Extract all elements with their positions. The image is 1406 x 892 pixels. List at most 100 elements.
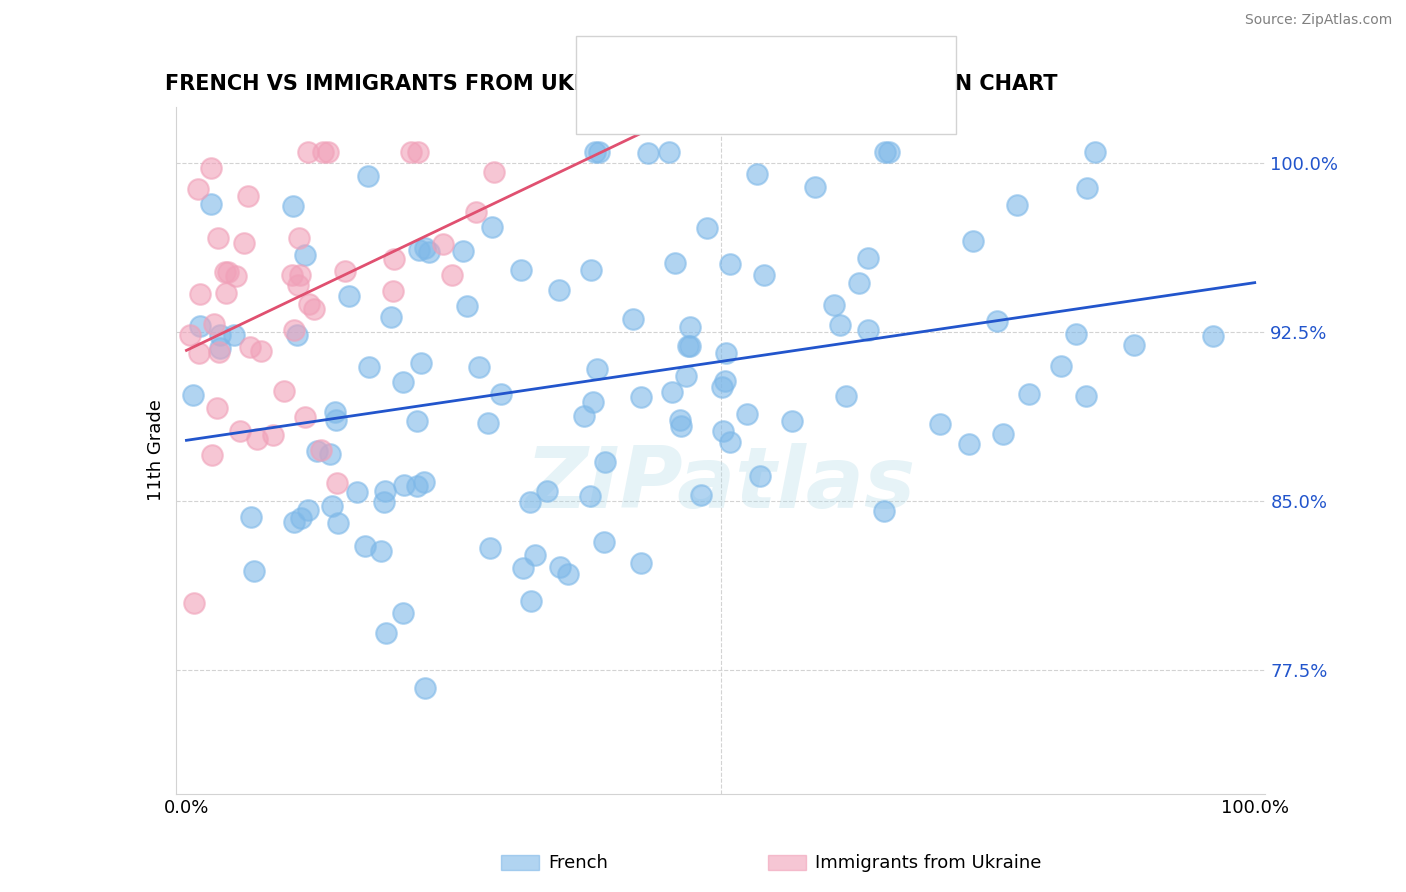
- Point: [359, 359, 381, 374]
- Point: [713, 374, 735, 388]
- Point: [217, 265, 239, 279]
- Point: [856, 251, 879, 265]
- Point: [678, 339, 700, 353]
- Point: [405, 413, 427, 427]
- Point: [409, 356, 432, 370]
- Point: [250, 344, 273, 359]
- Bar: [501, 855, 540, 871]
- Point: [690, 488, 713, 502]
- Text: Source: ZipAtlas.com: Source: ZipAtlas.com: [1244, 13, 1392, 28]
- Point: [391, 606, 413, 620]
- Point: [333, 264, 356, 278]
- Point: [536, 483, 558, 498]
- Point: [374, 484, 396, 499]
- Point: [479, 541, 502, 555]
- Point: [188, 345, 211, 359]
- Point: [593, 535, 616, 549]
- Point: [201, 448, 224, 462]
- Point: [200, 161, 222, 175]
- Point: [316, 145, 339, 159]
- Point: [823, 297, 845, 311]
- Point: [675, 368, 697, 383]
- Point: [373, 494, 395, 508]
- Point: [370, 544, 392, 558]
- Point: [873, 145, 896, 159]
- Point: [441, 268, 464, 282]
- Point: [242, 564, 264, 578]
- Point: [1074, 389, 1097, 403]
- Point: [215, 285, 238, 300]
- Point: [283, 323, 305, 337]
- Point: [405, 479, 427, 493]
- Point: [225, 268, 247, 283]
- Point: [297, 503, 319, 517]
- Point: [572, 409, 595, 423]
- Point: [290, 510, 312, 524]
- Text: N = 45: N = 45: [801, 98, 869, 116]
- Text: R = 0.364: R = 0.364: [636, 98, 734, 116]
- Point: [208, 344, 231, 359]
- Point: [630, 556, 652, 570]
- Point: [432, 237, 454, 252]
- Y-axis label: 11th Grade: 11th Grade: [146, 400, 165, 501]
- Point: [679, 319, 702, 334]
- Point: [711, 424, 734, 438]
- Point: [477, 416, 499, 430]
- Point: [669, 418, 692, 433]
- Point: [179, 328, 201, 343]
- Point: [298, 297, 321, 311]
- Point: [1076, 181, 1098, 195]
- Point: [664, 256, 686, 270]
- Point: [418, 244, 440, 259]
- Point: [548, 283, 571, 297]
- Point: [630, 390, 652, 404]
- Point: [181, 387, 204, 401]
- Text: R = 0.210: R = 0.210: [636, 55, 734, 73]
- Point: [835, 389, 858, 403]
- Point: [401, 145, 423, 159]
- Point: [523, 548, 546, 562]
- Point: [392, 375, 415, 389]
- Point: [582, 394, 605, 409]
- Point: [319, 447, 342, 461]
- Point: [283, 515, 305, 529]
- Point: [595, 455, 617, 469]
- Point: [288, 268, 311, 282]
- Point: [1049, 359, 1071, 374]
- Point: [579, 489, 602, 503]
- Point: [188, 287, 211, 301]
- Point: [621, 312, 644, 326]
- Point: [451, 244, 474, 258]
- Point: [962, 234, 984, 248]
- Point: [413, 681, 436, 695]
- Text: Immigrants from Ukraine: Immigrants from Ukraine: [815, 854, 1042, 871]
- Point: [780, 414, 803, 428]
- Point: [1202, 329, 1225, 343]
- Point: [187, 182, 209, 196]
- Point: [325, 405, 347, 419]
- Point: [519, 594, 541, 608]
- Point: [262, 427, 284, 442]
- Point: [803, 180, 825, 194]
- Point: [481, 220, 503, 235]
- Point: [382, 252, 405, 267]
- Point: [229, 424, 252, 438]
- Point: [1005, 198, 1028, 212]
- Point: [957, 437, 980, 451]
- Point: [287, 277, 309, 292]
- Point: [346, 485, 368, 500]
- Point: [281, 199, 304, 213]
- Point: [239, 340, 262, 354]
- Point: [986, 314, 1008, 328]
- Point: [413, 475, 436, 489]
- Point: [321, 500, 343, 514]
- Point: [991, 427, 1014, 442]
- Point: [583, 145, 606, 159]
- Point: [873, 504, 896, 518]
- Text: French: French: [548, 854, 609, 871]
- Point: [312, 145, 335, 159]
- Point: [489, 386, 512, 401]
- Point: [1018, 386, 1040, 401]
- Point: [588, 145, 610, 159]
- Point: [718, 257, 741, 271]
